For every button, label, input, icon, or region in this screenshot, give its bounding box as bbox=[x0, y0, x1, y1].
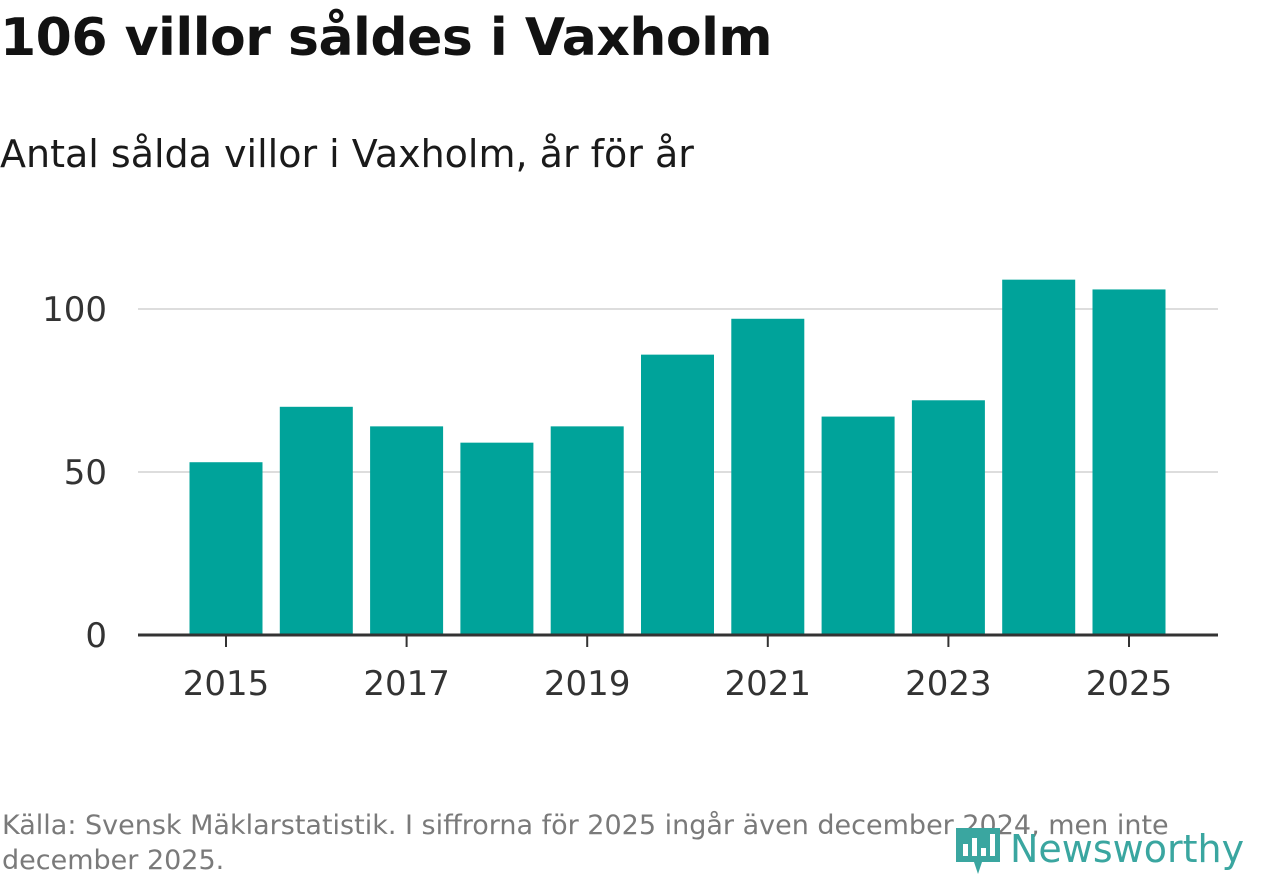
bar-2021 bbox=[731, 318, 805, 635]
x-tick-label-2023: 2023 bbox=[905, 664, 992, 704]
x-tick-label-2015: 2015 bbox=[183, 664, 270, 704]
chart-title: 106 villor såldes i Vaxholm bbox=[0, 8, 773, 68]
bar-2015 bbox=[189, 462, 263, 635]
bar-2023 bbox=[911, 400, 985, 635]
newsworthy-logo-text: Newsworthy bbox=[1010, 827, 1245, 871]
newsworthy-logo: Newsworthy bbox=[952, 820, 1244, 878]
newsworthy-logo-icon bbox=[956, 828, 1000, 874]
bar-2018 bbox=[460, 442, 534, 635]
bar-2019 bbox=[550, 426, 624, 635]
y-tick-label-50: 50 bbox=[64, 453, 107, 493]
bar-2017 bbox=[370, 426, 444, 635]
x-tick-label-2025: 2025 bbox=[1086, 664, 1173, 704]
x-tick-label-2019: 2019 bbox=[544, 664, 631, 704]
bar-2024 bbox=[1002, 279, 1076, 635]
chart-subtitle: Antal sålda villor i Vaxholm, år för år bbox=[0, 132, 694, 176]
x-tick-label-2021: 2021 bbox=[725, 664, 812, 704]
y-tick-label-0: 0 bbox=[85, 616, 107, 656]
bar-2022 bbox=[821, 416, 895, 635]
bar-2016 bbox=[279, 406, 353, 635]
y-tick-label-100: 100 bbox=[42, 290, 107, 330]
bar-2025 bbox=[1092, 289, 1166, 635]
bar-2020 bbox=[641, 354, 714, 635]
x-tick-label-2017: 2017 bbox=[363, 664, 450, 704]
